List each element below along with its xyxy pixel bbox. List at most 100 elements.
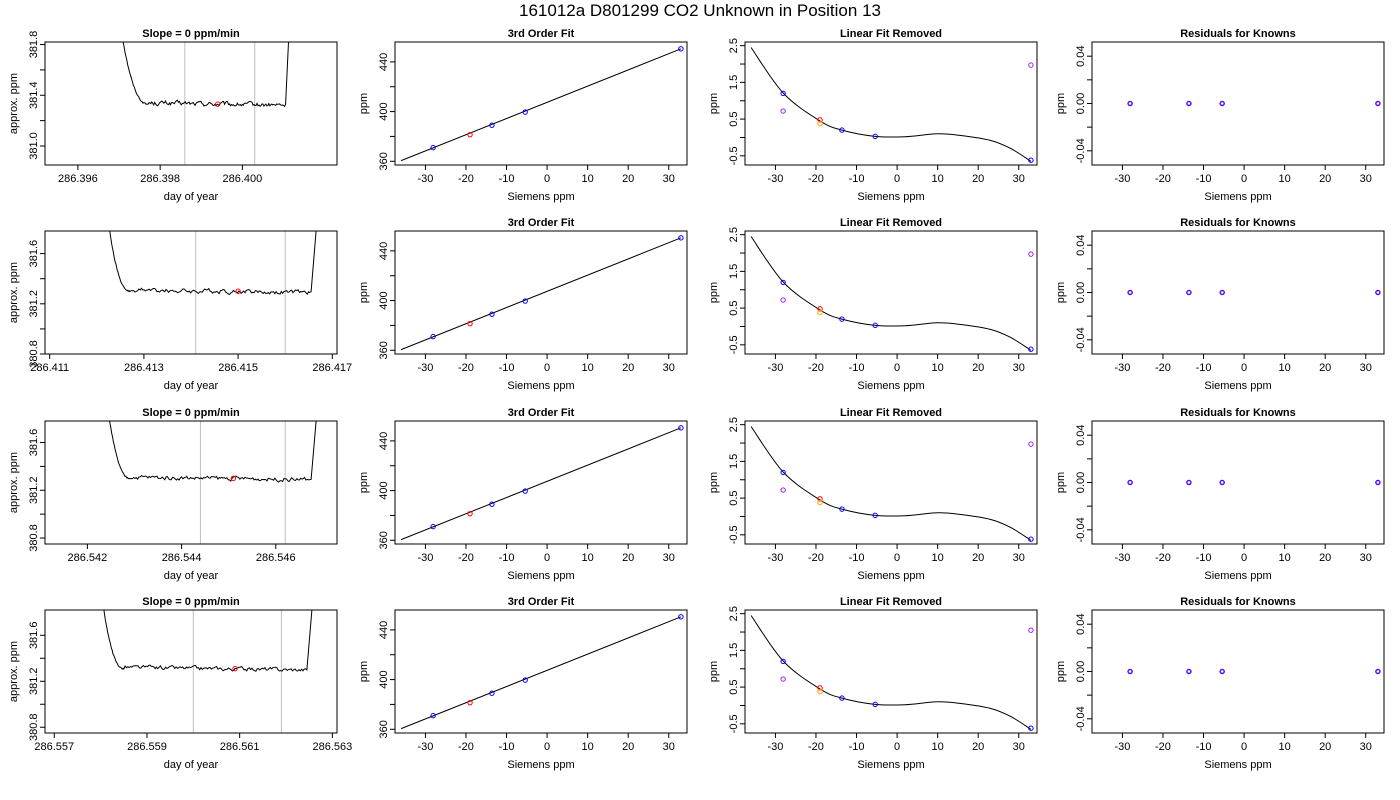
unknown-point (1128, 669, 1133, 674)
x-tick-label: 286.546 (256, 552, 296, 564)
x-tick-label: 10 (582, 552, 594, 564)
x-tick-label: 30 (1013, 741, 1025, 753)
x-tick-label: -20 (1155, 362, 1171, 374)
y-axis-label: ppm (1055, 93, 1067, 114)
known-point (1028, 346, 1034, 352)
known-point (430, 144, 436, 151)
plot-area (1127, 289, 1381, 296)
x-tick-label: -10 (499, 362, 515, 374)
y-axis-label: ppm (1055, 472, 1067, 493)
plot-frame (394, 230, 688, 355)
known-point (489, 690, 495, 696)
aux-point (817, 688, 823, 695)
panel-r4-fit: 3rd Order Fit -30 -20 -10 0 10 20 30 360 400 440 Si… (358, 596, 688, 771)
known-point (780, 469, 786, 476)
x-tick-label: 30 (1013, 173, 1025, 185)
x-tick-label: 0 (894, 552, 900, 564)
x-tick-label: 10 (1279, 362, 1291, 374)
x-tick-label: 286.396 (58, 173, 98, 185)
x-tick-label: 20 (1319, 362, 1331, 374)
x-tick-label: 10 (932, 741, 944, 753)
y-axis-label: ppm (708, 661, 720, 682)
y-tick-label: 360 (378, 720, 390, 738)
y-tick-label: 440 (378, 621, 390, 639)
x-tick-label: 20 (972, 362, 984, 374)
x-tick-label: -10 (849, 362, 865, 374)
trace-line (109, 421, 317, 483)
y-tick-label: 0.5 (728, 300, 740, 315)
y-tick-label: 0.00 (1075, 93, 1087, 114)
y-tick-label: -0.04 (1075, 327, 1087, 352)
x-tick-label: -10 (1196, 362, 1212, 374)
y-tick-label: 381.8 (28, 31, 40, 59)
plot-frame (394, 41, 688, 166)
known-point (780, 90, 786, 97)
plot-frame (1091, 41, 1385, 166)
x-tick-label: -10 (849, 173, 865, 185)
panel-r4-lin: Linear Fit Removed -30 -20 -10 0 10 20 30 -0.5 0.… (708, 596, 1038, 771)
x-tick-label: -30 (417, 741, 433, 753)
y-tick-label: -0.04 (1075, 517, 1087, 542)
plot-frame (44, 420, 338, 545)
y-tick-label: 0.04 (1075, 613, 1087, 634)
x-tick-label: 20 (972, 552, 984, 564)
x-tick-label: 10 (932, 173, 944, 185)
unknown-point (1375, 480, 1380, 485)
x-axis-label: day of year (164, 380, 219, 392)
unknown-point (1220, 669, 1225, 674)
x-tick-label: 0 (894, 362, 900, 374)
plot-frame (1091, 230, 1385, 355)
known-point (1375, 668, 1381, 675)
x-tick-label: -10 (1196, 173, 1212, 185)
x-axis-label: Siemens ppm (857, 570, 924, 582)
x-tick-label: -20 (1155, 552, 1171, 564)
x-tick-label: 0 (544, 173, 550, 185)
y-tick-label: 360 (378, 531, 390, 549)
unknown-point (1375, 669, 1380, 674)
x-tick-label: 30 (663, 173, 675, 185)
plot-area (109, 231, 317, 354)
x-tick-label: 10 (582, 741, 594, 753)
known-point (1028, 725, 1034, 731)
x-tick-label: 30 (1360, 741, 1372, 753)
aux-point (467, 699, 473, 706)
aux-point (467, 510, 473, 517)
plot-area (750, 615, 1034, 731)
x-tick-label: -20 (1155, 741, 1171, 753)
known-point (678, 235, 684, 241)
panel-title: Residuals for Knowns (1180, 407, 1296, 419)
mean-marker (235, 288, 241, 294)
x-tick-label: -20 (458, 741, 474, 753)
x-tick-label: -20 (808, 173, 824, 185)
aux-point (817, 117, 823, 123)
x-axis-label: Siemens ppm (1204, 759, 1271, 771)
x-tick-label: -30 (767, 173, 783, 185)
known-point (522, 109, 528, 115)
trace-line (103, 610, 313, 672)
plot-area (400, 425, 684, 541)
plot-area (400, 614, 684, 730)
y-tick-label: 400 (378, 670, 390, 688)
known-point (430, 712, 436, 719)
panel-title: Residuals for Knowns (1180, 596, 1296, 608)
x-tick-label: 20 (622, 173, 634, 185)
x-tick-label: 10 (582, 362, 594, 374)
known-point (780, 279, 786, 286)
known-point (872, 322, 878, 329)
plot-area (750, 426, 1034, 542)
mean-marker (230, 475, 237, 482)
fit-curve (750, 236, 1032, 351)
panel-title: 3rd Order Fit (508, 217, 575, 229)
plot-area (109, 421, 317, 544)
panel-r3-res: Residuals for Knowns -30 -20 -10 0 10 20 30 -0.0… (1055, 407, 1385, 582)
unknown-point (1186, 669, 1191, 674)
y-tick-label: 381.2 (28, 476, 40, 504)
x-tick-label: -10 (499, 173, 515, 185)
x-tick-label: 0 (894, 173, 900, 185)
x-tick-label: -30 (417, 173, 433, 185)
x-tick-label: -30 (767, 552, 783, 564)
known-point (1219, 479, 1225, 486)
x-tick-label: 286.544 (162, 552, 202, 564)
y-tick-label: 440 (378, 242, 390, 260)
